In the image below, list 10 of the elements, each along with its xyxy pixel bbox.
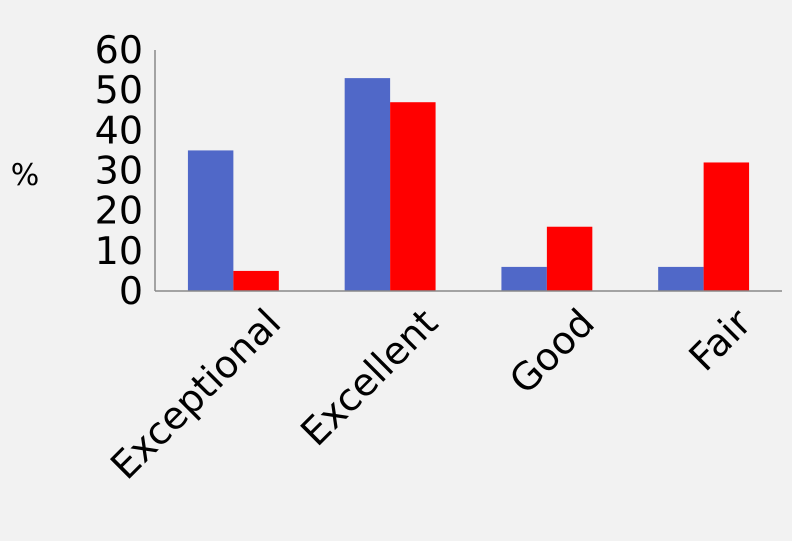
bar: [188, 150, 234, 291]
y-axis-title: %: [10, 158, 40, 193]
bar: [704, 162, 750, 291]
bar: [390, 102, 436, 291]
bar: [546, 226, 592, 291]
bar: [344, 78, 390, 291]
x-tick-label: Fair: [680, 300, 760, 380]
bar: [233, 270, 279, 291]
bar: [658, 266, 704, 291]
bar: [501, 266, 547, 291]
